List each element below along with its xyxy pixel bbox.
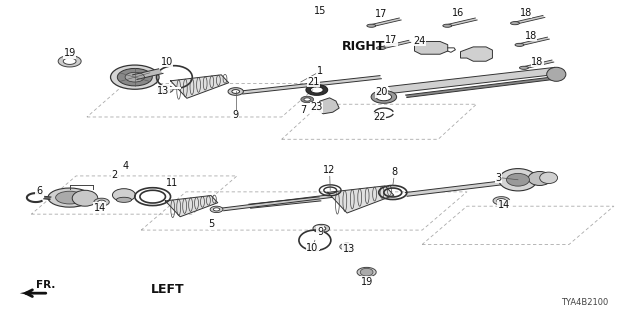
- Ellipse shape: [360, 268, 373, 276]
- Polygon shape: [222, 194, 340, 211]
- Text: 4: 4: [122, 161, 128, 171]
- Polygon shape: [165, 196, 218, 217]
- Ellipse shape: [511, 22, 520, 25]
- Ellipse shape: [116, 197, 132, 202]
- Text: 7: 7: [300, 105, 307, 115]
- Wedge shape: [94, 198, 109, 206]
- Ellipse shape: [499, 169, 537, 191]
- Text: 5: 5: [208, 219, 214, 229]
- Polygon shape: [249, 197, 321, 208]
- Text: 14: 14: [93, 203, 106, 213]
- Ellipse shape: [72, 190, 98, 206]
- Text: 20: 20: [375, 87, 387, 98]
- Text: 19: 19: [63, 48, 76, 58]
- Polygon shape: [310, 249, 320, 251]
- Wedge shape: [210, 206, 223, 212]
- Polygon shape: [388, 68, 558, 93]
- Text: 9: 9: [233, 110, 239, 120]
- Polygon shape: [518, 37, 549, 46]
- Ellipse shape: [506, 173, 529, 186]
- Text: LEFT: LEFT: [151, 284, 184, 297]
- Text: 13: 13: [342, 244, 355, 253]
- Polygon shape: [380, 40, 411, 49]
- Text: 17: 17: [375, 9, 387, 19]
- Polygon shape: [328, 186, 394, 213]
- Text: 17: 17: [385, 35, 397, 45]
- Wedge shape: [58, 55, 81, 67]
- Text: 10: 10: [306, 243, 319, 252]
- Polygon shape: [371, 18, 401, 27]
- Ellipse shape: [117, 68, 152, 86]
- Polygon shape: [405, 180, 513, 196]
- Ellipse shape: [48, 188, 92, 207]
- Text: 6: 6: [36, 186, 42, 196]
- Wedge shape: [313, 224, 330, 233]
- Text: 13: 13: [157, 85, 170, 96]
- Polygon shape: [415, 42, 448, 54]
- Polygon shape: [241, 76, 381, 94]
- Text: 2: 2: [111, 170, 118, 180]
- Polygon shape: [170, 75, 228, 98]
- Ellipse shape: [125, 72, 145, 82]
- Text: RIGHT: RIGHT: [342, 40, 386, 53]
- Text: 22: 22: [373, 112, 386, 122]
- Polygon shape: [514, 15, 545, 24]
- Text: 21: 21: [307, 77, 320, 87]
- Text: 18: 18: [520, 8, 532, 18]
- Wedge shape: [493, 197, 509, 205]
- Polygon shape: [461, 47, 492, 61]
- Text: 8: 8: [392, 167, 398, 177]
- Ellipse shape: [540, 172, 557, 184]
- Ellipse shape: [528, 172, 551, 186]
- Text: FR.: FR.: [36, 280, 55, 290]
- Wedge shape: [306, 84, 328, 95]
- Text: 18: 18: [531, 57, 543, 67]
- Text: 23: 23: [310, 102, 323, 112]
- Text: 14: 14: [498, 200, 510, 210]
- Text: 3: 3: [496, 172, 502, 182]
- Polygon shape: [44, 196, 51, 199]
- Ellipse shape: [56, 191, 84, 204]
- Ellipse shape: [547, 67, 566, 81]
- Wedge shape: [158, 85, 173, 93]
- Wedge shape: [371, 91, 397, 103]
- Polygon shape: [168, 87, 180, 89]
- Ellipse shape: [111, 65, 159, 89]
- Polygon shape: [317, 98, 339, 114]
- Polygon shape: [132, 69, 163, 79]
- Ellipse shape: [515, 43, 524, 46]
- Polygon shape: [523, 60, 554, 69]
- Polygon shape: [20, 291, 31, 296]
- Text: 19: 19: [360, 277, 372, 287]
- Text: 18: 18: [525, 31, 537, 41]
- Text: 12: 12: [323, 165, 336, 175]
- Wedge shape: [357, 268, 376, 277]
- Ellipse shape: [113, 189, 136, 201]
- Polygon shape: [446, 18, 477, 27]
- Wedge shape: [228, 88, 243, 95]
- Text: TYA4B2100: TYA4B2100: [561, 298, 609, 307]
- Ellipse shape: [367, 24, 376, 27]
- Text: 16: 16: [452, 8, 464, 18]
- Text: 1: 1: [317, 67, 323, 76]
- Ellipse shape: [376, 46, 385, 50]
- Ellipse shape: [443, 24, 452, 27]
- Ellipse shape: [520, 66, 529, 69]
- Text: 24: 24: [413, 36, 425, 45]
- Text: 9: 9: [317, 227, 323, 237]
- Polygon shape: [406, 76, 557, 98]
- Text: 15: 15: [314, 6, 326, 16]
- Text: 10: 10: [161, 57, 173, 67]
- Wedge shape: [301, 96, 314, 103]
- Wedge shape: [340, 243, 354, 250]
- Text: 11: 11: [166, 178, 178, 188]
